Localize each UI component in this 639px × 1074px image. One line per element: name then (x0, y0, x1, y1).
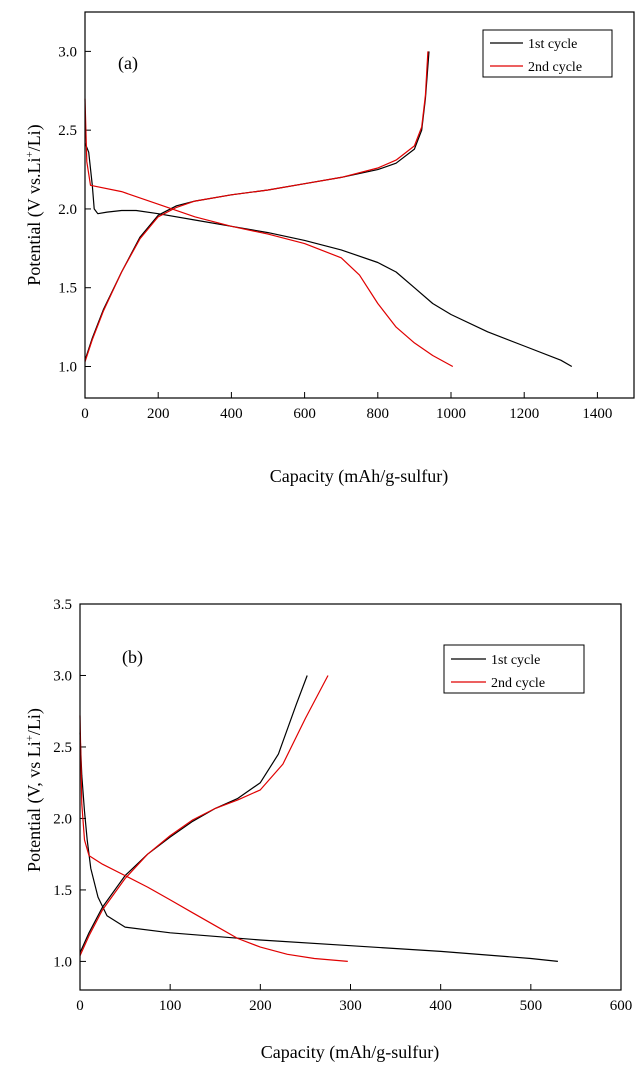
legend-label-1st: 1st cycle (528, 37, 577, 52)
panel-a-y-tick-label: 1.0 (58, 359, 77, 375)
panel-b-y-tick-label: 2.0 (53, 811, 72, 827)
panel-b-x-tick-label: 400 (429, 998, 452, 1014)
panel-b-legend: 1st cycle 2nd cycle (443, 644, 585, 694)
panel-a-x-tick-label: 0 (81, 406, 89, 422)
panel-b-x-tick-label: 600 (610, 998, 633, 1014)
panel-b-y-axis-title: Potential (V, vs Li+/Li) (24, 708, 45, 872)
panel-a-series-1-charge-line (84, 51, 430, 361)
panel-a-x-tick-label: 600 (293, 406, 316, 422)
panel-b-y-tick-label: 2.5 (53, 740, 72, 756)
panel-a-y-tick-label: 1.5 (58, 281, 77, 297)
panel-a-y-tick-label: 3.0 (58, 44, 77, 60)
legend-label-1st: 1st cycle (491, 653, 540, 668)
panel-a-x-tick-label: 1000 (436, 406, 466, 422)
panel-a-y-axis-title: Potential (V vs.Li+/Li) (24, 124, 45, 285)
panel-a-marks: 0 200 400 600 800 1000 1200 1400 1.0 1.5 2.0 2.5 3.0 (58, 44, 612, 422)
panel-b-x-tick-label: 500 (520, 998, 543, 1014)
panel-b-y-tick-label: 3.5 (53, 597, 72, 613)
panel-a-x-tick-label: 1200 (509, 406, 539, 422)
panel-b-y-tick-label: 1.5 (53, 883, 72, 899)
panel-a-x-tick-label: 200 (147, 406, 170, 422)
legend-box (443, 644, 585, 694)
panel-b-marks: 0 100 200 300 400 500 600 1.0 1.5 2.0 2.5 3.0 3.5 (53, 597, 632, 1014)
panel-a-label: (a) (118, 53, 138, 74)
panel-b-series-2-discharge-line (79, 715, 348, 962)
panel-b-x-tick-label: 300 (339, 998, 362, 1014)
panel-b-series-1-charge-line (79, 675, 308, 954)
panel-a-x-tick-label: 800 (367, 406, 390, 422)
panel-b-x-tick-label: 0 (76, 998, 84, 1014)
panel-a-y-tick-label: 2.0 (58, 202, 77, 218)
legend-label-2nd: 2nd cycle (528, 60, 582, 75)
panel-a: (a) 0 200 400 600 800 1000 1200 1400 1.0 1.5 2.0 2.… (24, 11, 635, 487)
panel-a-y-tick-label: 2.5 (58, 123, 77, 139)
panel-b-x-tick-label: 200 (249, 998, 272, 1014)
panel-b-x-axis-title: Capacity (mAh/g-sulfur) (261, 1042, 439, 1063)
panel-a-series-2-discharge-line (84, 98, 454, 368)
legend-box (482, 29, 613, 78)
panel-a-series-2-charge-line (84, 51, 429, 362)
legend-label-2nd: 2nd cycle (491, 676, 545, 691)
panel-a-frame (84, 11, 635, 399)
panel-b-frame (79, 603, 622, 991)
panel-b-series-2-charge-line (79, 675, 329, 956)
panel-b: (b) 0 100 200 300 400 500 600 1.0 1.5 2.0 2.5 3.0 3.… (24, 597, 632, 1063)
panel-b-series-1-discharge-line (79, 732, 558, 962)
panel-a-x-tick-label: 400 (220, 406, 243, 422)
panel-b-y-tick-label: 1.0 (53, 954, 72, 970)
panel-b-y-tick-label: 3.0 (53, 668, 72, 684)
panel-b-label: (b) (122, 647, 143, 668)
panel-a-legend: 1st cycle 2nd cycle (482, 29, 613, 78)
panel-a-x-axis-title: Capacity (mAh/g-sulfur) (270, 466, 448, 487)
panel-a-series-1-discharge-line (84, 142, 573, 368)
panel-b-x-tick-label: 100 (159, 998, 182, 1014)
panel-a-x-tick-label: 1400 (582, 406, 612, 422)
